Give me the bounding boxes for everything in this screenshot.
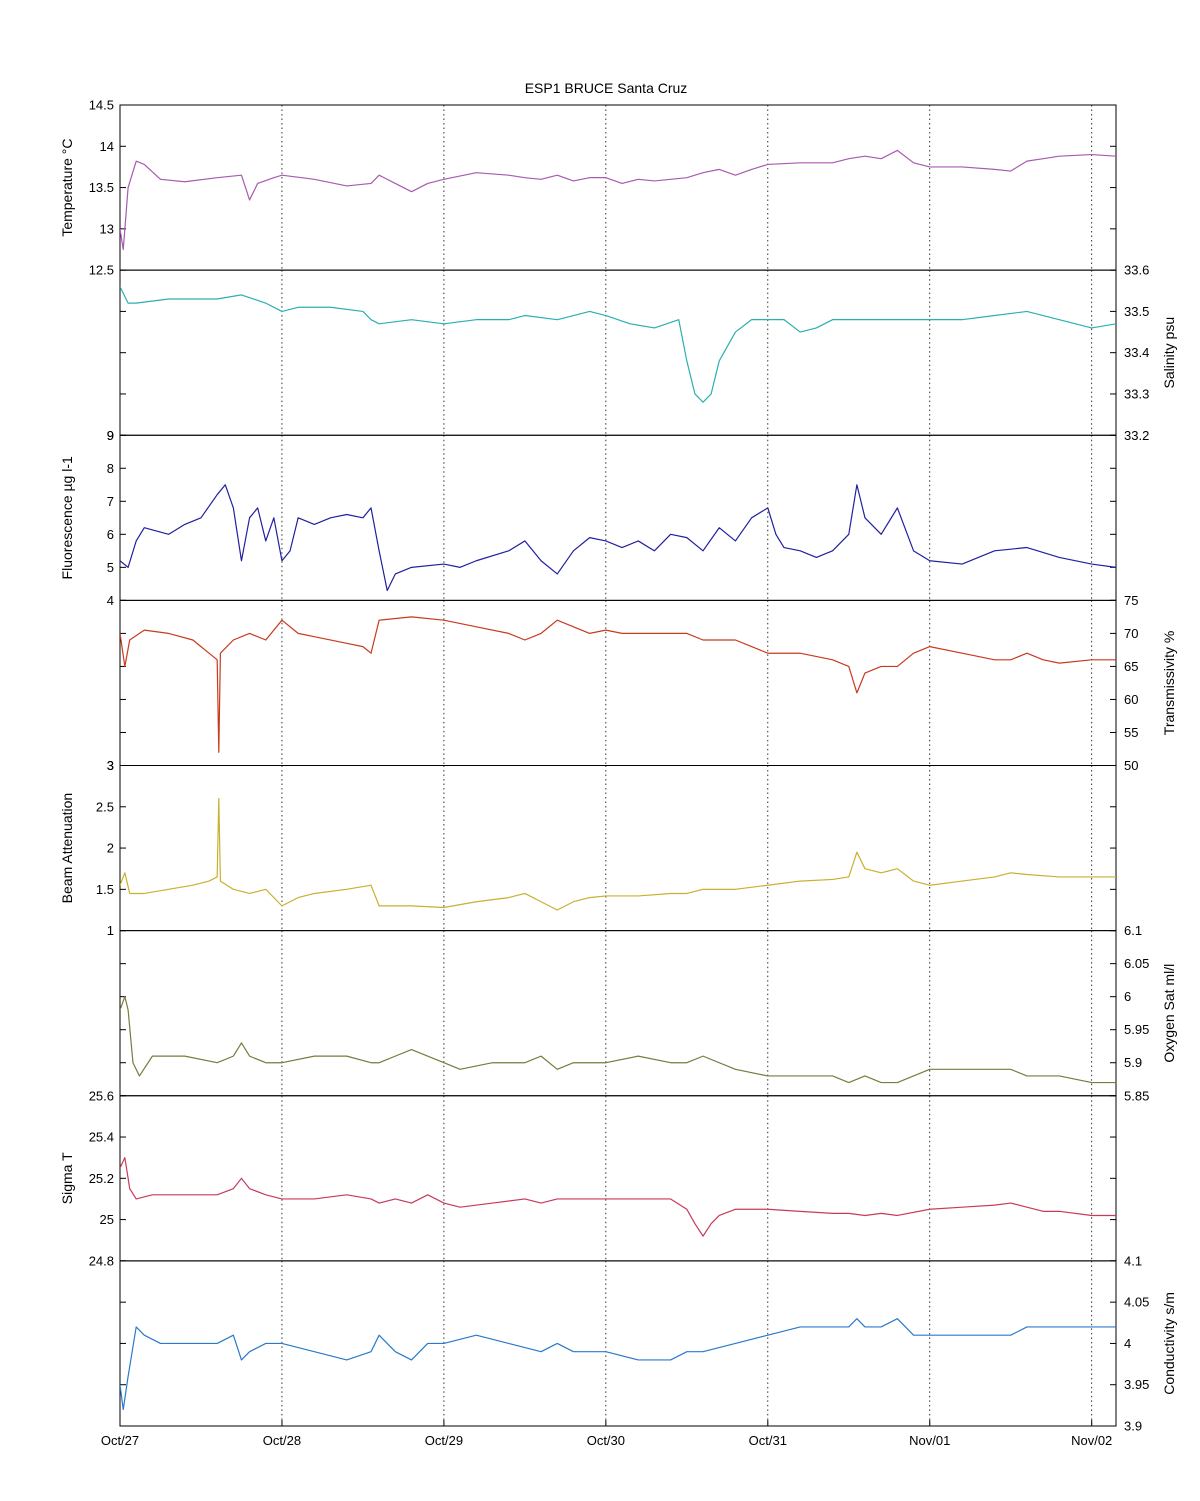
x-tick-label: Oct/30 [587,1433,625,1448]
x-tick-label: Oct/28 [263,1433,301,1448]
y-tick-label: 25.2 [89,1171,114,1186]
y-tick-label: 9 [107,428,114,443]
y-tick-label: 55 [1124,725,1138,740]
y-axis-label: Beam Attenuation [59,793,75,904]
y-tick-label: 70 [1124,626,1138,641]
panel-frame [119,599,1117,766]
y-tick-label: 13.5 [89,180,114,195]
panel-frame [119,1095,1117,1262]
y-tick-label: 1.5 [96,882,114,897]
y-tick-label: 3.95 [1124,1377,1149,1392]
y-tick-label: 65 [1124,659,1138,674]
y-tick-label: 5.95 [1124,1022,1149,1037]
y-tick-label: 25.4 [89,1130,114,1145]
y-tick-label: 3 [107,758,114,773]
series-line-conductivity [120,1318,1116,1411]
y-axis-label: Oxygen Sat ml/l [1161,964,1177,1063]
y-tick-label: 33.6 [1124,263,1149,278]
y-tick-label: 24.8 [89,1253,114,1268]
y-tick-label: 4 [1124,1336,1131,1351]
y-tick-label: 3 [107,758,114,773]
chart-title: ESP1 BRUCE Santa Cruz [525,80,688,96]
y-tick-label: 8 [107,461,114,476]
y-tick-label: 14 [100,139,114,154]
y-tick-label: 50 [1124,758,1138,773]
y-tick-label: 25 [100,1212,114,1227]
y-axis-label: Conductivity s/m [1161,1292,1177,1395]
y-tick-label: 25.6 [89,1088,114,1103]
y-axis-label: Sigma T [59,1152,75,1204]
y-tick-label: 7 [107,494,114,509]
y-tick-label: 33.3 [1124,386,1149,401]
y-tick-label: 2.5 [96,799,114,814]
y-tick-label: 75 [1124,593,1138,608]
panel-frame [119,104,1117,271]
y-axis-label: Transmissivity % [1161,631,1177,736]
panel-sigma-t: 24.8 25 25.2 25.4 25.6 Sigma T [59,1088,1117,1268]
series-line-oxygen [120,996,1116,1084]
y-axis-label: Temperature °C [59,138,75,236]
series-line-fluorescence [120,484,1116,592]
y-tick-label: 3.9 [1124,1419,1142,1434]
y-tick-label: 13 [100,221,114,236]
y-tick-label: 9 [107,428,114,443]
series-line-salinity [120,286,1116,403]
series-line-beam-attenuation [120,797,1116,911]
y-tick-label: 5.85 [1124,1088,1149,1103]
y-tick-label: 6 [1124,989,1131,1004]
y-tick-label: 5.9 [1124,1055,1142,1070]
y-tick-label: 4.05 [1124,1295,1149,1310]
x-tick-label: Nov/02 [1071,1433,1112,1448]
panel-frame [119,765,1117,932]
panel-salinity: 33.2 33.3 33.4 33.5 33.6 9 Salinity psu [107,263,1177,443]
y-tick-label: 4 [107,593,114,608]
y-tick-label: 6.05 [1124,956,1149,971]
y-tick-label: 33.2 [1124,428,1149,443]
y-tick-label: 2 [107,841,114,856]
y-tick-label: 60 [1124,692,1138,707]
y-axis-label: Fluorescence µg l-1 [59,456,75,579]
panel-frame [119,269,1117,436]
panel-frame [119,434,1117,601]
panel-fluorescence: 4 5 6 7 8 9 Fluorescence µg l-1 [59,428,1117,608]
series-line-temperature [120,149,1116,251]
x-axis: Oct/27 Oct/28 Oct/29 Oct/30 Oct/31 Nov/01 Nov/… [101,1420,1112,1448]
y-tick-label: 4.1 [1124,1253,1142,1268]
series-line-sigma-t [120,1157,1116,1237]
y-axis-label: Salinity psu [1161,317,1177,389]
x-tick-label: Nov/01 [909,1433,950,1448]
panel-conductivity: 3.9 3.95 4 4.05 4.1 Conductivity s/m [119,1253,1177,1434]
y-tick-label: 14.5 [89,98,114,113]
panel-beam-attenuation: 1 1.5 2 2.5 3 Beam Attenuation [59,758,1117,938]
y-tick-label: 33.4 [1124,345,1149,360]
series-line-transmissivity [120,616,1116,753]
panel-temperature: 12.5 13 13.5 14 14.5 Temperature °C [59,98,1117,278]
panel-transmissivity: 50 55 60 65 70 75 3 Transmissivity % [107,593,1177,773]
y-tick-label: 33.5 [1124,304,1149,319]
y-tick-label: 5 [107,560,114,575]
panel-oxygen: 5.85 5.9 5.95 6 6.05 6.1 Oxygen Sat ml/l [119,923,1177,1103]
y-tick-label: 6 [107,527,114,542]
y-tick-label: 12.5 [89,263,114,278]
x-tick-label: Oct/31 [749,1433,787,1448]
x-tick-label: Oct/27 [101,1433,139,1448]
y-tick-label: 1 [107,923,114,938]
x-tick-label: Oct/29 [425,1433,463,1448]
panel-frame [119,930,1117,1097]
y-tick-label: 6.1 [1124,923,1142,938]
